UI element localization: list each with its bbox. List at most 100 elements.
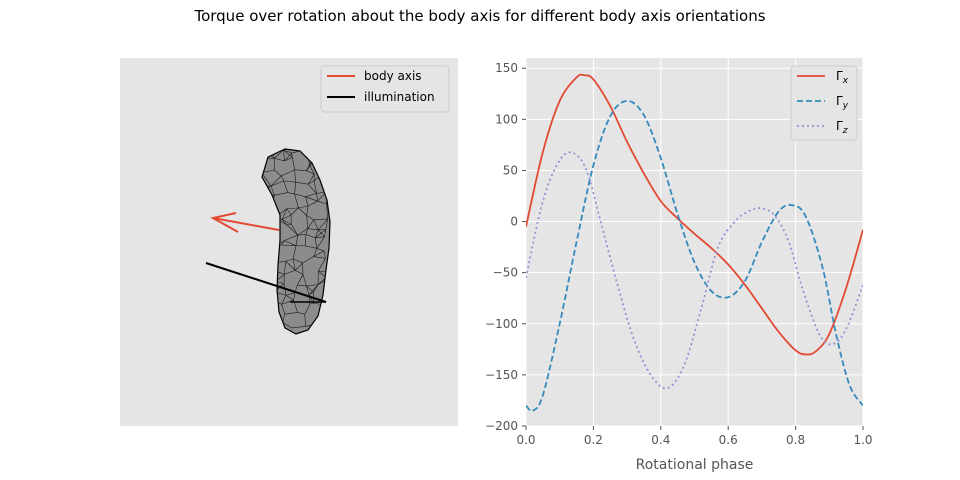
mesh-edge (306, 284, 319, 287)
mesh-edge (317, 200, 327, 205)
mesh-edge (285, 292, 296, 296)
mesh-edge (290, 207, 299, 216)
mesh-edge (307, 219, 314, 229)
mesh-edge (274, 157, 285, 162)
mesh-edge (313, 250, 325, 257)
mesh-edge (287, 192, 295, 195)
mesh-edge (304, 314, 306, 327)
mesh-edge (294, 169, 297, 183)
mesh-edge (316, 236, 325, 249)
y-tick-label: −50 (493, 266, 518, 280)
mesh-edge (285, 295, 294, 301)
mesh-edge (291, 326, 306, 329)
body-axis-arrow-head (210, 212, 239, 233)
scene-legend-box (320, 65, 450, 113)
y-tick-label: 150 (495, 61, 518, 75)
mesh-edge (282, 314, 286, 323)
torque-chart: 0.0 0.2 0.4 0.6 0.8 1.0 −200 −150 −100 −50 0 50 100 1… (485, 58, 873, 473)
mesh-edge (298, 205, 309, 209)
mesh-edge (294, 193, 306, 197)
mesh-edge (284, 157, 293, 162)
mesh-edge (326, 203, 328, 219)
illumination-line (205, 262, 327, 303)
mesh-edge (309, 164, 315, 175)
mesh-edge (285, 258, 294, 262)
mesh-edge (281, 214, 292, 220)
mesh-edge (283, 150, 285, 161)
mesh-edge (307, 228, 319, 231)
mesh-edge (305, 196, 318, 202)
mesh-edge (313, 256, 326, 259)
mesh-edge (305, 245, 317, 249)
mesh-edge (307, 180, 315, 185)
mesh-edge (302, 274, 307, 287)
figure-title: Torque over rotation about the body axis… (194, 7, 766, 25)
x-tick-label: 1.0 (853, 433, 872, 447)
mesh-edge (324, 229, 327, 237)
mesh-edge (313, 218, 328, 221)
mesh-edge (297, 312, 305, 315)
mesh-edge (306, 285, 310, 295)
mesh-edge (308, 284, 319, 295)
mesh-edge (325, 218, 328, 230)
mesh-edge (292, 245, 297, 259)
mesh-edge (270, 175, 282, 187)
mesh-edge (281, 240, 285, 246)
scene-panel: body axis illumination (120, 58, 458, 426)
mesh-edge (313, 219, 319, 231)
legend-label-illumination: illumination (364, 90, 435, 104)
mesh-edge (306, 215, 308, 229)
mesh-edge (290, 224, 299, 236)
mesh-edge (305, 196, 309, 207)
mesh-edge (281, 299, 294, 305)
legend-label-gamma-z: Γz (836, 119, 848, 136)
mesh-edge (308, 291, 314, 296)
mesh-edge (313, 248, 318, 257)
mesh-edge (291, 152, 293, 158)
mesh-edge (306, 206, 309, 216)
mesh-edge (281, 295, 287, 305)
mesh-edge (270, 180, 284, 187)
mesh-edge (283, 180, 288, 193)
chart-series-layer (526, 73, 863, 412)
mesh-edge (305, 234, 316, 239)
series-line-gamma-z (526, 151, 863, 390)
mesh-edge (305, 193, 317, 197)
mesh-edge (318, 218, 328, 231)
mesh-edge (306, 170, 315, 175)
mesh-edge (286, 208, 292, 216)
mesh-edge (323, 250, 326, 259)
mesh-edge (281, 244, 297, 246)
mesh-edge (285, 260, 296, 271)
y-tick-label: 0 (510, 215, 518, 229)
mesh-edge (307, 184, 317, 194)
series-line-gamma-y (526, 100, 863, 412)
x-axis-label: Rotational phase (636, 457, 754, 473)
y-tick-label: 100 (495, 112, 518, 126)
mesh-edge (286, 224, 298, 236)
x-tick-label: 0.0 (516, 433, 535, 447)
legend-label-gamma-x: Γx (836, 69, 849, 86)
mesh-edge (316, 193, 318, 202)
mesh-edge (314, 237, 318, 249)
mesh-edge (307, 174, 315, 185)
chart-legend: Γx Γy Γz (790, 65, 858, 141)
mesh-edge (283, 180, 296, 183)
legend-label-body-axis: body axis (364, 69, 422, 83)
mesh-edge (282, 321, 292, 329)
mesh-edge (302, 256, 314, 264)
mesh-edge (314, 229, 319, 239)
mesh-edge (294, 182, 297, 194)
mesh-edge (313, 180, 317, 194)
mesh-edge (295, 235, 299, 246)
mesh-edge (281, 175, 285, 182)
mesh-edge (284, 152, 292, 162)
mesh-edge (297, 285, 307, 287)
mesh-edge (262, 169, 275, 173)
y-tick-label: 50 (503, 163, 518, 177)
mesh-edge (292, 157, 295, 170)
mesh-edge (295, 270, 304, 275)
mesh-edge (274, 170, 282, 177)
mesh-edge (316, 248, 325, 252)
mesh-edge (317, 191, 327, 202)
